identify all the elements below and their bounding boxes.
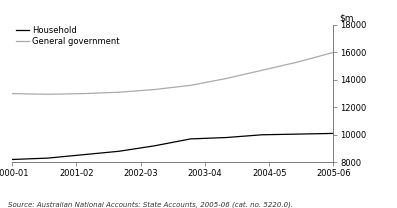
- General government: [188, 84, 193, 87]
- General government: [10, 92, 14, 95]
- General government: [224, 77, 229, 80]
- Household: [295, 133, 300, 135]
- General government: [117, 91, 121, 93]
- Household: [81, 154, 86, 156]
- Household: [10, 158, 14, 161]
- Text: $m: $m: [339, 13, 354, 22]
- Household: [331, 132, 336, 135]
- General government: [152, 88, 157, 91]
- General government: [260, 69, 264, 72]
- Line: Household: Household: [12, 133, 333, 160]
- General government: [81, 92, 86, 95]
- General government: [295, 61, 300, 63]
- General government: [331, 51, 336, 54]
- Household: [224, 136, 229, 139]
- Legend: Household, General government: Household, General government: [16, 26, 119, 46]
- General government: [45, 93, 50, 95]
- Household: [188, 138, 193, 140]
- Household: [260, 134, 264, 136]
- Household: [45, 157, 50, 159]
- Household: [152, 145, 157, 147]
- Text: Source: Australian National Accounts: State Accounts, 2005-06 (cat. no. 5220.0).: Source: Australian National Accounts: St…: [8, 201, 293, 208]
- Line: General government: General government: [12, 52, 333, 94]
- Household: [117, 150, 121, 152]
